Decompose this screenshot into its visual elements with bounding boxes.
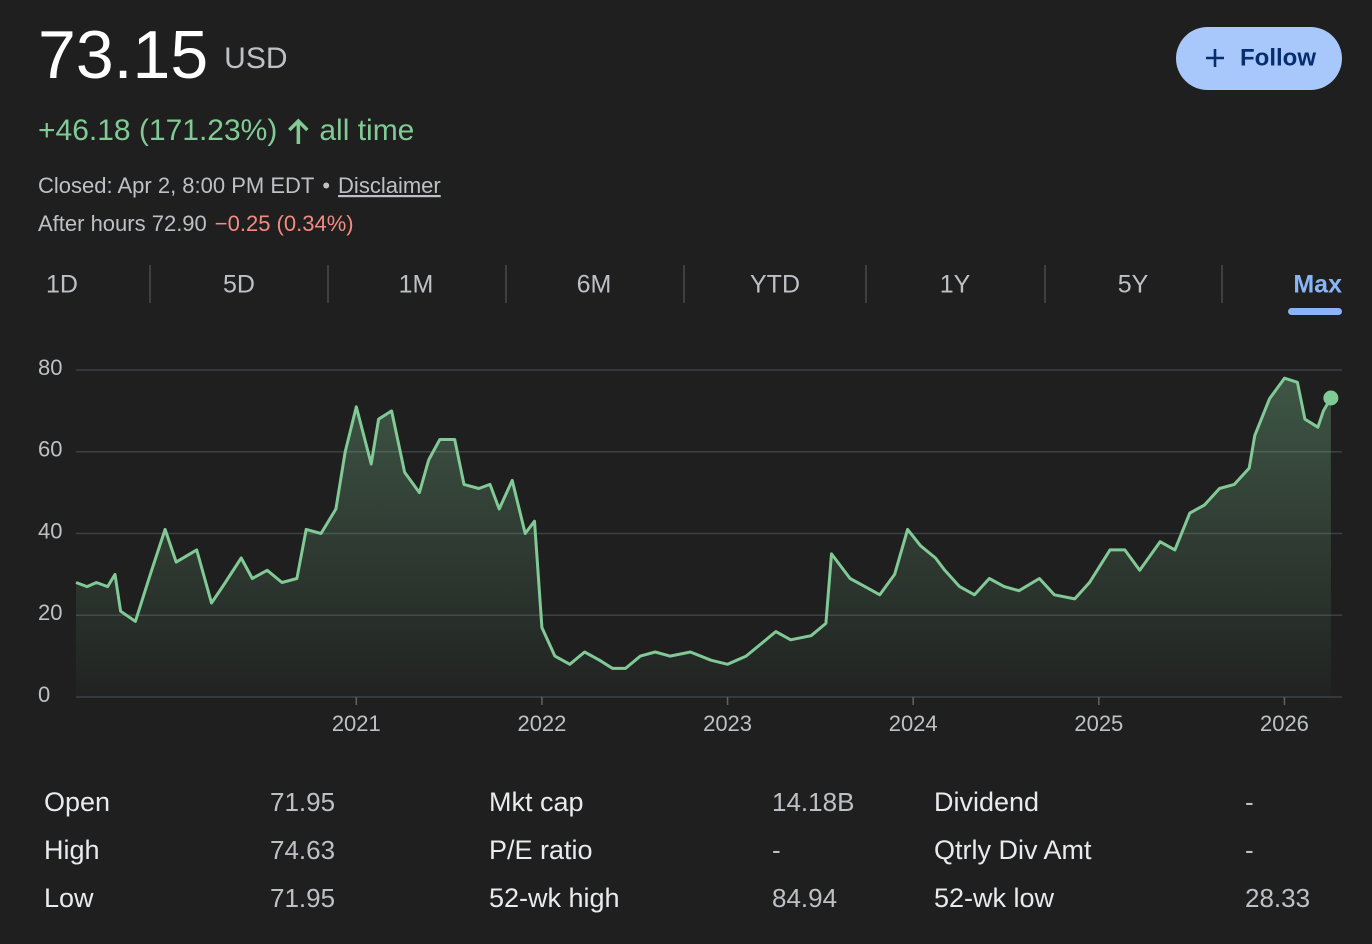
- stat-label: 52-wk low: [934, 883, 1055, 913]
- plus-icon: [1206, 49, 1224, 67]
- disclaimer-link[interactable]: Disclaimer: [338, 173, 441, 198]
- price-line: 73.15 USD: [38, 17, 288, 93]
- stat-value: 28.33: [1245, 883, 1310, 913]
- stat-label: 52-wk high: [489, 883, 620, 913]
- chart: 0 20 40 60 80 2021 2022 2023 2024 2025 2026: [38, 355, 1342, 736]
- active-tab-indicator: [1288, 308, 1342, 315]
- stat-label: Low: [44, 883, 94, 913]
- change: +46.18 (171.23%): [38, 114, 277, 147]
- follow-button-bg[interactable]: [1176, 27, 1342, 90]
- x-tick-label: 2026: [1260, 711, 1309, 736]
- range-tab[interactable]: 1Y: [940, 271, 971, 299]
- y-tick-label: 0: [38, 682, 50, 707]
- y-tick-label: 80: [38, 355, 62, 380]
- range-tab[interactable]: 1M: [399, 271, 434, 299]
- y-tick-label: 60: [38, 437, 62, 462]
- stats-table: Open 71.95 High 74.63 Low 71.95 Mkt cap 14.18B P…: [44, 787, 1310, 913]
- after-hours-line: After hours 72.90 −0.25 (0.34%): [38, 211, 354, 236]
- x-tick-label: 2021: [332, 711, 381, 736]
- closed: Closed: Apr 2, 8:00 PM EDT: [38, 173, 314, 198]
- stat-value: 71.95: [270, 883, 335, 913]
- range-tabs: 1D 5D 1M 6M YTD 1Y 5Y Max: [46, 265, 1342, 315]
- range-tab[interactable]: YTD: [750, 271, 800, 299]
- change-line: +46.18 (171.23%) all time: [38, 114, 414, 147]
- stat-value: 74.63: [270, 835, 335, 865]
- closed-line: Closed: Apr 2, 8:00 PM EDT • Disclaimer: [38, 173, 441, 198]
- y-tick-label: 20: [38, 600, 62, 625]
- stat-label: High: [44, 835, 100, 865]
- range-tab[interactable]: 5Y: [1118, 271, 1149, 299]
- period: all time: [319, 114, 414, 147]
- x-tick-label: 2024: [889, 711, 938, 736]
- x-tick-label: 2023: [703, 711, 752, 736]
- x-tick-label: 2025: [1074, 711, 1123, 736]
- range-tab[interactable]: 5D: [223, 271, 255, 299]
- stat-label: Dividend: [934, 787, 1039, 817]
- after-hours: After hours 72.90: [38, 211, 207, 236]
- x-tick-label: 2022: [517, 711, 566, 736]
- stat-value: -: [1245, 835, 1254, 865]
- stat-value: 84.94: [772, 883, 837, 913]
- price-line: [75, 376, 1333, 670]
- follow-button[interactable]: Follow: [1176, 27, 1342, 90]
- last-point: [1323, 390, 1339, 406]
- range-tab[interactable]: 1D: [46, 271, 78, 299]
- stat-value: 14.18B: [772, 787, 854, 817]
- up-arrow-icon: [288, 118, 309, 144]
- currency: USD: [224, 42, 287, 75]
- stat-label: Qtrly Div Amt: [934, 835, 1092, 865]
- stat-label: Mkt cap: [489, 787, 584, 817]
- stat-value: -: [772, 835, 781, 865]
- after-hours-change: −0.25 (0.34%): [215, 211, 354, 236]
- stat-label: Open: [44, 787, 110, 817]
- separator: •: [322, 173, 330, 198]
- price: 73.15: [38, 17, 208, 93]
- follow-label[interactable]: Follow: [1240, 44, 1316, 71]
- stat-value: -: [1245, 787, 1254, 817]
- range-tab[interactable]: Max: [1293, 271, 1342, 299]
- stat-value: 71.95: [270, 787, 335, 817]
- stat-label: P/E ratio: [489, 835, 593, 865]
- y-tick-label: 40: [38, 518, 62, 543]
- range-tab[interactable]: 6M: [577, 271, 612, 299]
- line-area: [76, 378, 1331, 697]
